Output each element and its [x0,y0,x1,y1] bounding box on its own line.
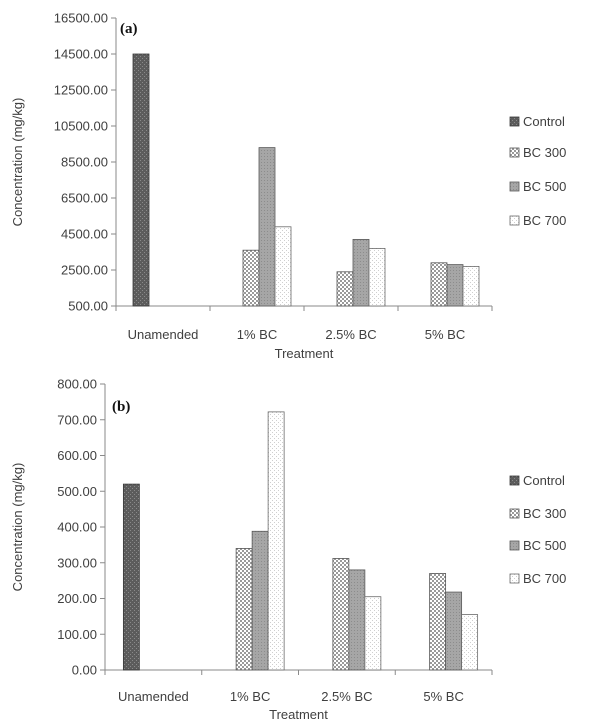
x-tick-label-5-bc: 5% BC [425,327,465,342]
legend-label-bc-300: BC 300 [523,506,566,521]
y-tick-label: 8500.00 [61,155,108,170]
bar-bc-300-1-bc [235,548,253,671]
bar-bc-500-1-bc [251,530,269,671]
legend-label-bc-500: BC 500 [523,538,566,553]
legend-label-control: Control [523,114,565,129]
legend-swatch-bc-300 [509,508,520,519]
y-tick-label: 100.00 [57,627,97,642]
panel-label: (a) [120,21,138,37]
bar-bc-700-5-bc [461,614,479,671]
legend-swatch-bc-700 [509,215,520,226]
bar-bc-700-1-bc [274,226,292,307]
chart-panel-a: 16500.00 14500.00 12500.00 10500.00 8500.00 6… [10,11,566,362]
x-tick-label-1-bc: 1% BC [230,689,270,704]
bar-bc-300-2-5-bc [336,271,354,307]
y-tick-label: 300.00 [57,555,97,570]
legend-label-bc-300: BC 300 [523,145,566,160]
y-tick-label: 200.00 [57,591,97,606]
legend-swatch-control [509,116,520,127]
bar-bc-300-1-bc [242,249,260,307]
x-tick-label-2-5-bc: 2.5% BC [325,327,376,342]
y-tick-label: 700.00 [57,412,97,427]
bar-bc-500-2-5-bc [348,569,366,671]
y-tick-label: 10500.00 [54,119,108,134]
y-tick-label: 500.00 [68,299,108,314]
legend-label-bc-700: BC 700 [523,571,566,586]
x-tick-label-5-bc: 5% BC [423,689,463,704]
bar-bc-500-1-bc [258,147,276,307]
legend-label-control: Control [523,473,565,488]
y-tick-label: 800.00 [57,377,97,392]
bar-bc-300-2-5-bc [332,558,350,671]
bar-bc-700-5-bc [462,265,480,307]
bar-control-unamended [132,53,150,307]
y-tick-label: 16500.00 [54,11,108,26]
bar-bc-500-5-bc [446,264,464,307]
legend-swatch-control [509,475,520,486]
legend-label-bc-500: BC 500 [523,179,566,194]
panel-label: (b) [112,399,130,415]
x-axis-title: Treatment [269,707,328,721]
bar-bc-300-5-bc [429,573,447,671]
x-tick-label-unamended: Unamended [128,327,199,342]
legend-label-bc-700: BC 700 [523,213,566,228]
y-tick-label: 6500.00 [61,191,108,206]
bar-bc-300-5-bc [430,262,448,307]
bar-control-unamended [122,483,140,671]
y-axis-title: Concentration (mg/kg) [10,463,25,592]
y-tick-label: 2500.00 [61,263,108,278]
y-tick-label: 600.00 [57,448,97,463]
legend-swatch-bc-500 [509,181,520,192]
y-tick-label: 0.00 [72,663,97,678]
y-tick-label: 400.00 [57,520,97,535]
x-tick-label-unamended: Unamended [118,689,189,704]
bar-bc-700-2-5-bc [364,596,382,671]
bar-bc-700-2-5-bc [368,247,386,307]
legend-swatch-bc-700 [509,573,520,584]
y-tick-label: 12500.00 [54,83,108,98]
bar-bc-500-5-bc [445,591,463,671]
y-tick-label: 14500.00 [54,47,108,62]
legend-swatch-bc-500 [509,540,520,551]
y-axis-title: Concentration (mg/kg) [10,98,25,227]
x-tick-label-1-bc: 1% BC [237,327,277,342]
x-axis-title: Treatment [275,346,334,361]
y-tick-label: 4500.00 [61,227,108,242]
legend-swatch-bc-300 [509,147,520,158]
y-tick-label: 500.00 [57,484,97,499]
bar-bc-700-1-bc [267,411,285,671]
chart-panel-b: 800.00 700.00 600.00 500.00 400.00 300.00 200.… [10,377,566,721]
bar-bc-500-2-5-bc [352,238,370,307]
x-tick-label-2-5-bc: 2.5% BC [321,689,372,704]
